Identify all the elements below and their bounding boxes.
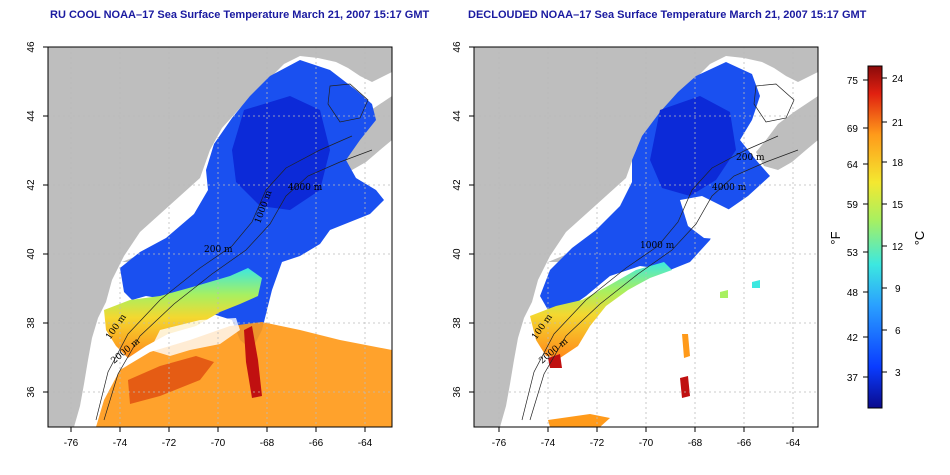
left-y-tick-label: 42	[26, 179, 37, 191]
left-y-tick-label: 44	[26, 110, 37, 122]
celsius-tick-label: 3	[895, 368, 901, 379]
celsius-tick-label: 15	[892, 200, 904, 211]
left-map: 100 m 2000 m 200 m 4000 m 1000 m -76 -74…	[26, 41, 393, 449]
right-x-tick-label: -72	[590, 438, 605, 449]
fahrenheit-tick-label: 64	[847, 160, 859, 171]
right-map-red-patch	[548, 354, 562, 368]
right-map-cyan-patch	[752, 280, 760, 288]
right-x-tick-label: -70	[639, 438, 654, 449]
right-x-tick-label: -74	[541, 438, 556, 449]
left-map-isobaths	[95, 83, 373, 421]
left-map-y-axis	[43, 46, 48, 393]
right-map-isobath-200: 200 m	[736, 153, 765, 163]
fahrenheit-tick-label: 48	[847, 288, 859, 299]
left-y-tick-label: 40	[26, 248, 37, 260]
left-x-tick-label: -76	[64, 438, 79, 449]
right-y-tick-label: 44	[452, 110, 463, 122]
left-x-tick-label: -64	[358, 438, 373, 449]
fahrenheit-tick-label: 69	[847, 124, 859, 135]
left-y-tick-label: 46	[26, 41, 37, 53]
right-map-orange-filament	[682, 334, 690, 358]
right-x-tick-label: -64	[786, 438, 801, 449]
left-map-warm-slope	[104, 268, 262, 358]
right-map-x-axis	[498, 427, 794, 432]
left-map-title: RU COOL NOAA–17 Sea Surface Temperature …	[50, 9, 430, 21]
left-map-border	[47, 46, 393, 428]
celsius-tick-label: 18	[892, 158, 904, 169]
left-y-tick-label: 38	[26, 317, 37, 329]
right-y-tick-label: 42	[452, 179, 463, 191]
right-map-red-filament	[680, 376, 690, 398]
right-y-tick-label: 38	[452, 317, 463, 329]
fahrenheit-tick-label: 53	[847, 248, 859, 259]
right-map-cloud-holes	[680, 196, 744, 240]
left-x-tick-label: -70	[211, 438, 226, 449]
right-map-green-patch	[720, 290, 728, 298]
right-map-title: DECLOUDED NOAA–17 Sea Surface Temperatur…	[468, 9, 867, 21]
right-map-isobath-4000: 4000 m	[712, 183, 747, 193]
right-map-isobath-1000: 1000 m	[640, 241, 675, 251]
right-map-isobaths	[521, 83, 799, 421]
left-map-red-filament	[244, 326, 262, 398]
left-map-isobath-4000: 4000 m	[288, 183, 323, 193]
celsius-tick-label: 21	[892, 118, 904, 129]
fahrenheit-tick-label: 42	[847, 333, 859, 344]
left-x-tick-label: -72	[162, 438, 177, 449]
celsius-tick-label: 6	[895, 326, 901, 337]
fahrenheit-tick-label: 37	[847, 373, 859, 384]
left-map-isobath-200: 200 m	[204, 245, 233, 255]
left-map-deep-cold-patch	[232, 96, 330, 210]
fahrenheit-unit-label: °F	[828, 231, 843, 244]
right-x-tick-label: -66	[737, 438, 752, 449]
left-map-x-axis	[70, 427, 366, 432]
colorbar-ramp	[867, 65, 883, 409]
right-map-gulf-stream-remnant	[548, 414, 610, 427]
right-y-tick-label: 40	[452, 248, 463, 260]
celsius-tick-label: 9	[895, 284, 901, 295]
right-map: 100 m 2000 m 200 m 4000 m 1000 m -76 -74…	[452, 41, 819, 449]
right-map-y-axis	[469, 46, 474, 393]
right-map-deep-cold-patch	[650, 96, 736, 196]
colorbar-left-ticks	[863, 79, 868, 378]
right-map-warm-slope	[530, 262, 672, 358]
right-y-tick-label: 36	[452, 386, 463, 398]
right-x-tick-label: -68	[688, 438, 703, 449]
right-map-land-maritimes	[756, 96, 818, 170]
left-x-tick-label: -74	[113, 438, 128, 449]
colorbar-right-ticks	[882, 77, 887, 373]
left-map-cloud-cover	[150, 318, 240, 356]
fahrenheit-tick-label: 75	[847, 76, 859, 87]
right-map-land	[474, 47, 818, 427]
left-map-land	[48, 47, 392, 427]
celsius-unit-label: °C	[912, 231, 927, 246]
right-x-tick-label: -76	[492, 438, 507, 449]
right-y-tick-label: 46	[452, 41, 463, 53]
left-x-tick-label: -66	[309, 438, 324, 449]
left-y-tick-label: 36	[26, 386, 37, 398]
celsius-tick-label: 12	[892, 242, 904, 253]
celsius-tick-label: 24	[892, 74, 904, 85]
left-map-gridlines	[48, 47, 392, 427]
colorbar: 75 69 64 59 53 48 42 37 24 21 18 15 12 9…	[828, 65, 927, 409]
fahrenheit-tick-label: 59	[847, 200, 859, 211]
left-map-cloud-cover-east	[280, 280, 392, 344]
left-x-tick-label: -68	[260, 438, 275, 449]
